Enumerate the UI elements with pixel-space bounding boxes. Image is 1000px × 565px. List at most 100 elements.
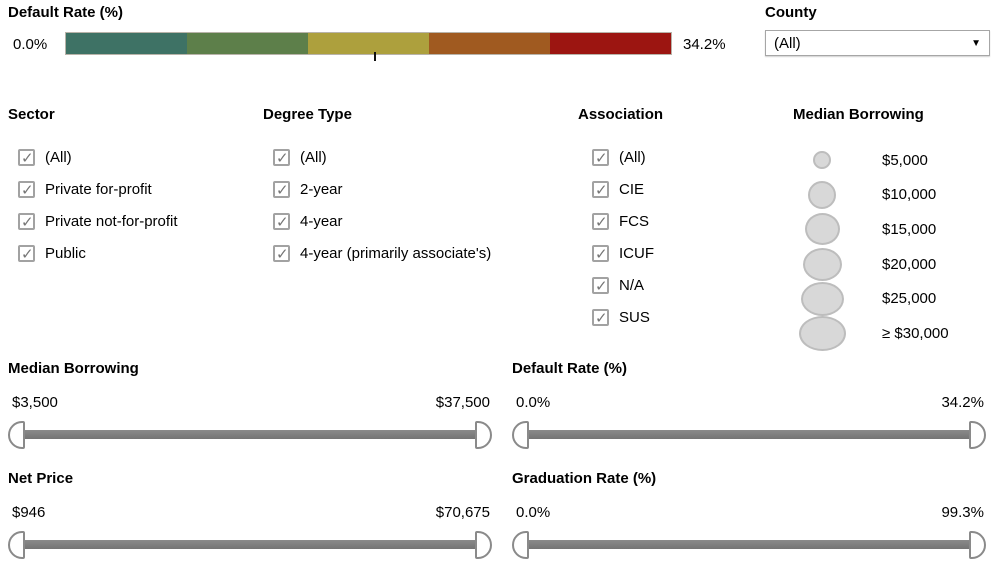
association-filter-title: Association: [578, 106, 664, 123]
checkbox-item-private-for-profit[interactable]: Private for-profit: [18, 173, 178, 205]
slider-right-handle[interactable]: [475, 421, 492, 449]
slider-track[interactable]: [527, 430, 971, 439]
checkbox-item-public[interactable]: Public: [18, 237, 178, 269]
checkbox-icon[interactable]: [273, 148, 290, 167]
size-legend-row: $5,000: [790, 143, 995, 178]
slider-track[interactable]: [23, 540, 477, 549]
county-dropdown-value: (All): [774, 34, 801, 52]
checkbox-icon[interactable]: [592, 212, 609, 231]
size-legend-row: $15,000: [790, 212, 995, 247]
slider-title: Median Borrowing: [8, 360, 139, 377]
checkbox-icon[interactable]: [273, 180, 290, 199]
gradient-tick-mark: [373, 52, 376, 61]
checkbox-icon[interactable]: [592, 244, 609, 263]
checkbox-item-fcs[interactable]: FCS: [592, 205, 663, 237]
size-legend-label: $5,000: [882, 151, 928, 169]
sector-filter: Sector (All) Private for-profit Private …: [8, 106, 178, 269]
gradient-segment: [429, 33, 550, 54]
size-legend-title: Median Borrowing: [793, 106, 924, 123]
checkbox-label: 2-year: [300, 180, 343, 198]
size-legend-row: $20,000: [790, 247, 995, 282]
slider-right-handle[interactable]: [475, 531, 492, 559]
range-slider: [8, 530, 492, 560]
slider-max-value: $37,500: [435, 394, 490, 411]
size-legend-label: $20,000: [882, 255, 937, 273]
slider-track[interactable]: [527, 540, 971, 549]
median-borrowing-slider-filter: Median Borrowing $3,500 $37,500: [8, 360, 492, 452]
slider-min-value: $3,500: [12, 394, 58, 411]
checkbox-item-sus[interactable]: SUS: [592, 301, 663, 333]
degree-type-filter-title: Degree Type: [263, 106, 352, 123]
graduation-rate-slider-filter: Graduation Rate (%) 0.0% 99.3%: [512, 470, 986, 562]
size-circle-icon: [798, 315, 846, 351]
checkbox-label: (All): [300, 148, 327, 166]
slider-title: Default Rate (%): [512, 360, 628, 377]
gradient-segment: [66, 33, 187, 54]
size-circle-icon: [800, 281, 844, 316]
checkbox-icon[interactable]: [18, 180, 35, 199]
slider-right-handle[interactable]: [969, 421, 986, 449]
size-legend-label: $15,000: [882, 220, 937, 238]
size-circle-icon: [808, 180, 836, 209]
county-dropdown[interactable]: (All) ▼: [765, 30, 990, 56]
slider-title: Graduation Rate (%): [512, 470, 657, 487]
checkbox-icon[interactable]: [592, 180, 609, 199]
checkbox-icon[interactable]: [592, 148, 609, 167]
checkbox-item-4-year-primarily-associates[interactable]: 4-year (primarily associate's): [273, 237, 491, 269]
checkbox-icon[interactable]: [592, 308, 609, 327]
size-legend-label: $10,000: [882, 186, 937, 204]
slider-left-handle[interactable]: [8, 531, 25, 559]
checkbox-icon[interactable]: [273, 212, 290, 231]
checkbox-label: Private for-profit: [45, 180, 152, 198]
checkbox-label: Private not-for-profit: [45, 212, 178, 230]
slider-max-value: $70,675: [435, 504, 490, 521]
gradient-segment: [187, 33, 308, 54]
slider-left-handle[interactable]: [512, 531, 529, 559]
size-legend-label: $25,000: [882, 290, 937, 308]
checkbox-label: Public: [45, 244, 86, 262]
range-slider: [512, 530, 986, 560]
checkbox-item-2-year[interactable]: 2-year: [273, 173, 491, 205]
checkbox-item-all[interactable]: (All): [273, 141, 491, 173]
default-rate-slider-filter: Default Rate (%) 0.0% 34.2%: [512, 360, 986, 452]
size-legend: Median Borrowing $5,000 $10,000 $15,000 …: [790, 106, 995, 351]
slider-min-value: $946: [12, 504, 46, 521]
slider-left-handle[interactable]: [512, 421, 529, 449]
checkbox-item-cie[interactable]: CIE: [592, 173, 663, 205]
association-filter: Association (All) CIE FCS ICUF N/A SUS: [578, 106, 663, 333]
degree-type-filter: Degree Type (All) 2-year 4-year 4-year (…: [263, 106, 491, 269]
checkbox-label: ICUF: [619, 244, 654, 262]
checkbox-icon[interactable]: [18, 212, 35, 231]
size-legend-label: ≥ $30,000: [882, 324, 949, 342]
checkbox-item-all[interactable]: (All): [18, 141, 178, 173]
checkbox-label: FCS: [619, 212, 649, 230]
checkbox-icon[interactable]: [18, 244, 35, 263]
checkbox-item-private-not-for-profit[interactable]: Private not-for-profit: [18, 205, 178, 237]
color-legend-title: Default Rate (%): [8, 4, 124, 21]
gradient-segment: [308, 33, 429, 54]
slider-right-handle[interactable]: [969, 531, 986, 559]
slider-title: Net Price: [8, 470, 74, 487]
size-circle-icon: [802, 247, 842, 281]
checkbox-icon[interactable]: [592, 276, 609, 295]
sector-filter-title: Sector: [8, 106, 55, 123]
checkbox-item-na[interactable]: N/A: [592, 269, 663, 301]
slider-left-handle[interactable]: [8, 421, 25, 449]
county-filter-title: County: [765, 4, 817, 21]
slider-max-value: 34.2%: [941, 394, 984, 411]
size-legend-row: $25,000: [790, 281, 995, 316]
checkbox-icon[interactable]: [18, 148, 35, 167]
slider-min-value: 0.0%: [516, 504, 551, 521]
size-circle-icon: [813, 151, 831, 170]
checkbox-item-4-year[interactable]: 4-year: [273, 205, 491, 237]
slider-min-value: 0.0%: [516, 394, 551, 411]
checkbox-item-all[interactable]: (All): [592, 141, 663, 173]
checkbox-label: (All): [619, 148, 646, 166]
checkbox-icon[interactable]: [273, 244, 290, 263]
slider-track[interactable]: [23, 430, 477, 439]
checkbox-item-icuf[interactable]: ICUF: [592, 237, 663, 269]
size-legend-row: $10,000: [790, 178, 995, 213]
checkbox-label: CIE: [619, 180, 645, 198]
slider-max-value: 99.3%: [941, 504, 984, 521]
net-price-slider-filter: Net Price $946 $70,675: [8, 470, 492, 562]
